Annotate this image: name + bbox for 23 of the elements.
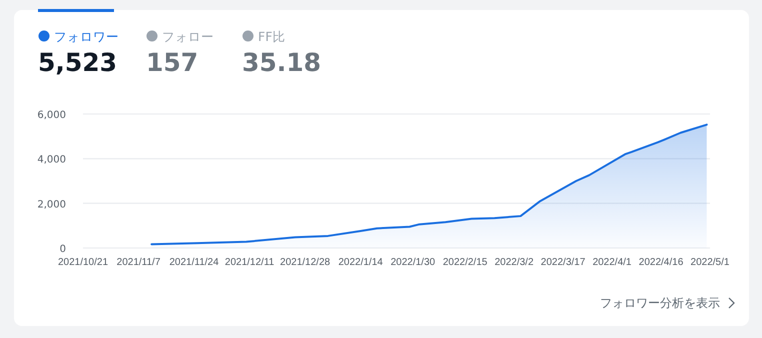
x-tick-label: 2022/5/1 xyxy=(690,257,730,268)
x-tick-label: 2022/2/15 xyxy=(442,257,488,268)
x-tick-label: 2022/1/30 xyxy=(390,257,436,268)
legend-label: フォロワー xyxy=(54,29,119,44)
y-tick-label: 4,000 xyxy=(37,154,66,166)
x-tick-label: 2021/11/24 xyxy=(169,257,220,268)
x-tick-label: 2022/1/14 xyxy=(338,257,384,268)
y-tick-label: 0 xyxy=(60,244,66,255)
x-tick-label: 2021/10/21 xyxy=(58,257,108,268)
text: 5,523 xyxy=(38,48,118,77)
y-tick-label: 6,000 xyxy=(37,110,66,121)
y-tick-label: 2,000 xyxy=(37,199,66,210)
x-tick-label: 2022/3/17 xyxy=(540,257,586,268)
x-tick-label: 2021/11/7 xyxy=(116,257,161,268)
tab: フォロー 157 xyxy=(146,29,214,77)
x-tick-label: 2022/4/16 xyxy=(638,257,684,268)
legend: フォロワー xyxy=(38,29,119,44)
x-tick-label: 2021/12/11 xyxy=(224,257,275,268)
x-tick-label: 2022/4/1 xyxy=(592,257,632,268)
tab: FF比 35.18 xyxy=(242,29,322,77)
x-tick-label: 2022/3/2 xyxy=(494,257,534,268)
x-tick-label: 2021/12/28 xyxy=(280,257,331,268)
text: フォロワー分析を表示 xyxy=(600,296,720,310)
